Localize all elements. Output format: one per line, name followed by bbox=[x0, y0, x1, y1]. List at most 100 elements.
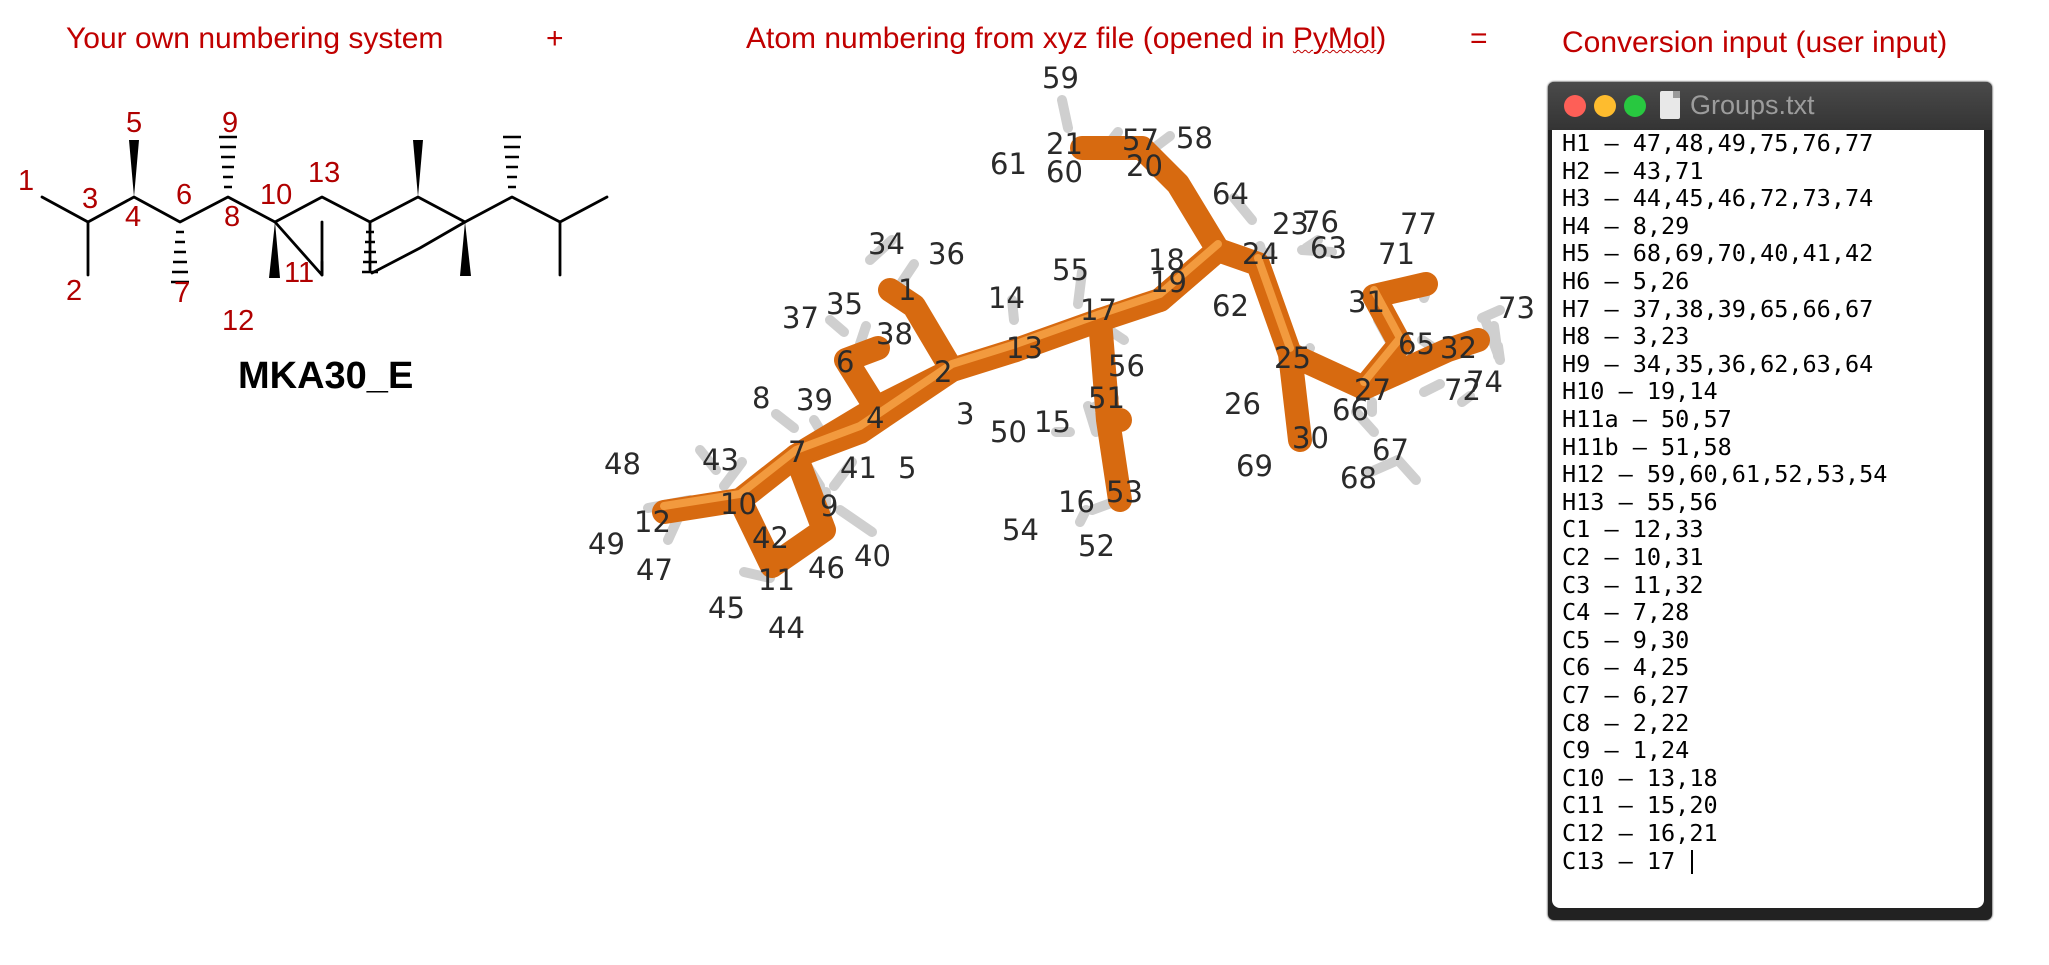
group-line-last: C13 – 17 bbox=[1562, 847, 1694, 876]
atom-label-39: 39 bbox=[796, 383, 833, 417]
header-own-numbering: Your own numbering system bbox=[66, 22, 444, 55]
atom-label-17: 17 bbox=[1080, 293, 1117, 327]
atom-label-23: 23 bbox=[1272, 207, 1309, 241]
atom-label-32: 32 bbox=[1440, 331, 1477, 365]
wedge-bond-lower-right bbox=[460, 222, 471, 276]
atom-label-53: 53 bbox=[1106, 475, 1143, 509]
atom-label-47: 47 bbox=[636, 553, 673, 587]
atom-label-41: 41 bbox=[840, 451, 877, 485]
atom-label-48: 48 bbox=[604, 447, 641, 481]
label-c10: 10 bbox=[260, 179, 292, 211]
atom-label-24: 24 bbox=[1242, 237, 1279, 271]
group-line: C6 – 4,25 bbox=[1562, 653, 1690, 682]
atom-label-2: 2 bbox=[934, 355, 952, 389]
atom-label-10: 10 bbox=[720, 487, 757, 521]
label-c1: 1 bbox=[18, 165, 34, 197]
atom-label-55: 55 bbox=[1052, 253, 1089, 287]
label-c5: 5 bbox=[126, 107, 142, 139]
atom-label-77: 77 bbox=[1400, 207, 1437, 241]
wedge-bond-upper-right bbox=[413, 140, 423, 197]
plus-sign: + bbox=[546, 22, 564, 55]
label-c7: 7 bbox=[174, 277, 190, 309]
atom-label-4: 4 bbox=[866, 401, 884, 435]
group-line: C8 – 2,22 bbox=[1562, 708, 1690, 737]
atom-label-65: 65 bbox=[1398, 327, 1435, 361]
atom-label-46: 46 bbox=[808, 551, 845, 585]
atom-label-6: 6 bbox=[836, 345, 854, 379]
atom-label-12: 12 bbox=[634, 505, 671, 539]
structure-number-labels: 1 2 3 4 5 6 7 8 9 10 11 12 13 bbox=[18, 107, 340, 337]
atom-label-76: 76 bbox=[1302, 205, 1339, 239]
atom-label-59: 59 bbox=[1042, 61, 1079, 95]
atom-label-18: 18 bbox=[1148, 243, 1185, 277]
groups-editor-window: Groups.txt H1 – 47,48,49,75,76,77 H2 – 4… bbox=[1548, 82, 1992, 920]
label-c13: 13 bbox=[308, 157, 340, 189]
group-line: H13 – 55,56 bbox=[1562, 487, 1718, 516]
group-line: C12 – 16,21 bbox=[1562, 819, 1718, 847]
hashed-bonds bbox=[171, 135, 521, 284]
atom-label-56: 56 bbox=[1108, 349, 1145, 383]
atom-label-25: 25 bbox=[1274, 341, 1311, 375]
group-line: H12 – 59,60,61,52,53,54 bbox=[1562, 460, 1888, 489]
window-titlebar[interactable]: Groups.txt bbox=[1548, 82, 1992, 130]
atom-label-45: 45 bbox=[708, 591, 745, 625]
atom-label-40: 40 bbox=[854, 539, 891, 573]
atom-label-34: 34 bbox=[868, 227, 905, 261]
equals-sign: = bbox=[1470, 22, 1488, 55]
group-line: H8 – 3,23 bbox=[1562, 322, 1690, 351]
atom-label-11: 11 bbox=[758, 563, 795, 597]
group-line: H2 – 43,71 bbox=[1562, 156, 1704, 185]
atom-label-68: 68 bbox=[1340, 461, 1377, 495]
header-xyz-numbering: Atom numbering from xyz file (opened in … bbox=[746, 22, 1386, 56]
group-line: C10 – 13,18 bbox=[1562, 763, 1718, 792]
text-cursor bbox=[1691, 850, 1694, 875]
atom-label-27: 27 bbox=[1354, 373, 1391, 407]
document-icon bbox=[1660, 91, 1680, 119]
atom-label-71: 71 bbox=[1378, 237, 1415, 271]
wedge-bond-10-11 bbox=[269, 222, 280, 278]
label-c3: 3 bbox=[82, 183, 98, 215]
group-line: C7 – 6,27 bbox=[1562, 681, 1690, 709]
atom-label-63: 63 bbox=[1310, 231, 1347, 265]
pymol-atom-labels: 1 2 3 4 5 6 7 8 9 10 11 12 13 14 15 16 1… bbox=[588, 61, 1535, 645]
label-c4: 4 bbox=[125, 201, 141, 233]
atom-label-52: 52 bbox=[1078, 529, 1115, 563]
atom-label-3: 3 bbox=[956, 397, 974, 431]
group-line: C11 – 15,20 bbox=[1562, 791, 1718, 820]
atom-label-15: 15 bbox=[1034, 405, 1071, 439]
zoom-window-button[interactable] bbox=[1624, 95, 1646, 117]
label-c9: 9 bbox=[222, 107, 238, 139]
atom-label-8: 8 bbox=[752, 381, 770, 415]
atom-label-64: 64 bbox=[1212, 177, 1249, 211]
atom-label-5: 5 bbox=[898, 451, 916, 485]
atom-label-31: 31 bbox=[1348, 285, 1385, 319]
atom-label-60: 60 bbox=[1046, 155, 1083, 189]
atom-label-50: 50 bbox=[990, 415, 1027, 449]
atom-label-58: 58 bbox=[1176, 121, 1213, 155]
group-line: C3 – 11,32 bbox=[1562, 570, 1704, 599]
group-line: C2 – 10,31 bbox=[1562, 543, 1704, 571]
group-line: H3 – 44,45,46,72,73,74 bbox=[1562, 184, 1874, 213]
atom-label-66: 66 bbox=[1332, 393, 1369, 427]
group-line: H1 – 47,48,49,75,76,77 bbox=[1562, 129, 1874, 157]
group-line: H11b – 51,58 bbox=[1562, 432, 1732, 461]
atom-label-69: 69 bbox=[1236, 449, 1273, 483]
header-pymol-word: PyMol bbox=[1292, 22, 1377, 55]
text-editor-area[interactable]: H1 – 47,48,49,75,76,77 H2 – 43,71 H3 – 4… bbox=[1552, 129, 1984, 908]
group-line: H4 – 8,29 bbox=[1562, 211, 1690, 240]
group-line: H9 – 34,35,36,62,63,64 bbox=[1562, 349, 1874, 378]
atom-label-51: 51 bbox=[1088, 381, 1125, 415]
atom-label-1: 1 bbox=[898, 273, 916, 307]
atom-label-14: 14 bbox=[988, 281, 1025, 315]
atom-label-7: 7 bbox=[788, 435, 806, 469]
group-line: C1 – 12,33 bbox=[1562, 515, 1704, 544]
header-xyz-suffix: ) bbox=[1376, 22, 1387, 55]
close-window-button[interactable] bbox=[1564, 95, 1586, 117]
minimize-window-button[interactable] bbox=[1594, 95, 1616, 117]
atom-label-67: 67 bbox=[1372, 433, 1409, 467]
label-c12: 12 bbox=[222, 305, 254, 337]
atom-label-44: 44 bbox=[768, 611, 805, 645]
atom-label-20: 20 bbox=[1126, 149, 1163, 183]
group-line: C4 – 7,28 bbox=[1562, 598, 1690, 627]
